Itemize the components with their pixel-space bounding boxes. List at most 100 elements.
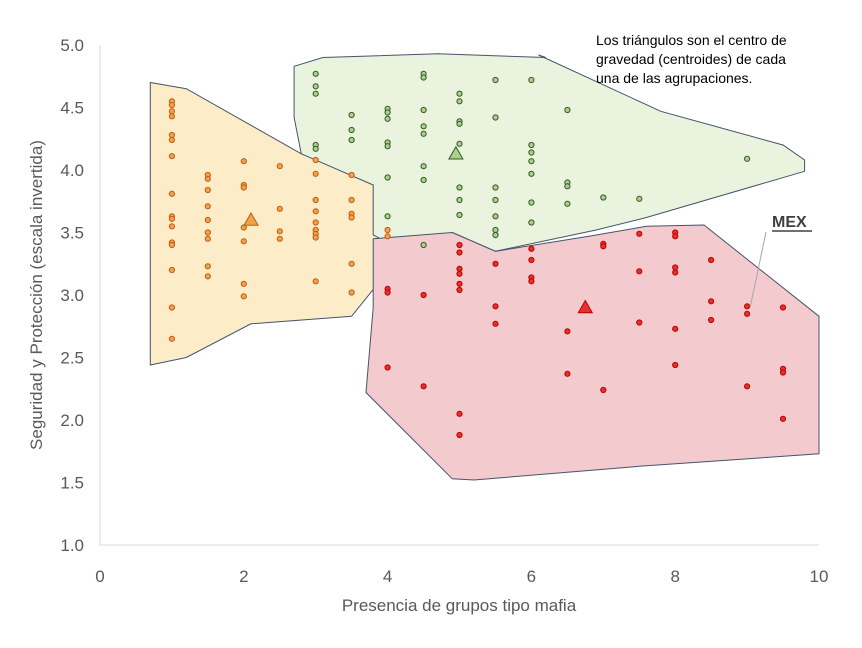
x-tick-label: 8 <box>670 567 679 586</box>
centroid-note: Los triángulos son el centro de gravedad… <box>596 31 836 88</box>
data-points <box>168 70 787 439</box>
data-point <box>348 171 355 179</box>
mex-callout: MEX <box>749 214 812 308</box>
data-point <box>528 219 535 226</box>
data-point <box>420 383 427 390</box>
data-point <box>492 114 499 121</box>
data-point <box>744 303 751 310</box>
data-point <box>168 153 175 160</box>
data-point <box>348 126 355 134</box>
data-point <box>312 234 319 241</box>
y-tick-label: 1.0 <box>60 536 84 555</box>
y-tick-label: 1.5 <box>60 474 84 493</box>
data-point <box>492 213 499 220</box>
data-point <box>456 286 463 294</box>
data-point <box>564 106 571 114</box>
data-point <box>779 369 787 376</box>
data-point <box>204 273 211 280</box>
data-point <box>456 120 463 127</box>
data-point <box>600 243 607 250</box>
data-point <box>168 241 175 249</box>
data-point <box>312 196 319 204</box>
data-point <box>528 158 535 165</box>
data-point <box>636 268 643 275</box>
data-point <box>672 264 679 271</box>
data-point <box>744 155 751 162</box>
data-point <box>456 241 463 249</box>
data-point <box>240 238 247 245</box>
data-point <box>779 304 787 311</box>
centroid-note-line-2: gravedad (centroides) de cada <box>596 51 786 67</box>
y-tick-label: 3.0 <box>60 286 84 305</box>
data-point <box>528 170 535 177</box>
data-point <box>168 136 175 144</box>
data-point <box>168 101 175 109</box>
data-point <box>528 149 535 156</box>
data-point <box>779 415 787 422</box>
data-point <box>528 199 535 206</box>
x-axis-title: Presencia de grupos tipo mafia <box>342 596 577 615</box>
data-point <box>384 289 391 296</box>
data-point <box>384 226 391 234</box>
data-point <box>384 143 391 150</box>
data-point <box>276 228 283 235</box>
data-point <box>456 184 463 191</box>
data-point <box>204 229 211 236</box>
centroids <box>243 145 594 314</box>
data-point <box>348 260 355 267</box>
data-point <box>312 219 319 226</box>
y-tick-label: 4.5 <box>60 99 84 118</box>
centroid-triangle-2 <box>448 145 464 160</box>
data-point <box>312 83 319 90</box>
data-point <box>456 270 463 277</box>
x-tick-label: 4 <box>383 567 392 586</box>
y-tick-label: 5.0 <box>60 36 84 55</box>
y-tick-label: 4.0 <box>60 161 84 180</box>
data-point <box>564 200 571 207</box>
data-point <box>492 303 499 310</box>
data-point <box>240 280 247 287</box>
data-point <box>564 370 571 377</box>
data-point <box>528 256 535 264</box>
data-point <box>492 184 499 191</box>
data-point <box>276 163 283 170</box>
data-point <box>168 335 175 342</box>
data-point <box>204 216 211 224</box>
data-point <box>456 196 463 204</box>
cluster-hulls <box>149 53 820 481</box>
data-point <box>384 109 391 116</box>
data-point <box>456 140 463 147</box>
data-point <box>420 130 427 137</box>
data-point <box>348 111 355 119</box>
data-point <box>744 310 751 317</box>
data-point <box>384 174 391 181</box>
data-point <box>672 269 679 276</box>
data-point <box>456 211 463 219</box>
cluster-hull-3 <box>365 224 820 481</box>
data-point <box>312 170 319 177</box>
data-point <box>456 249 463 256</box>
data-point <box>312 208 319 215</box>
data-point <box>636 195 643 202</box>
data-point <box>636 319 643 326</box>
data-point <box>672 233 679 240</box>
data-point <box>384 115 391 122</box>
data-point <box>420 106 427 114</box>
data-point <box>312 70 319 77</box>
data-point <box>600 194 607 201</box>
data-point <box>348 214 355 221</box>
data-point <box>564 183 571 190</box>
x-tick-label: 2 <box>239 567 248 586</box>
data-point <box>384 213 391 220</box>
data-point <box>492 76 499 84</box>
data-point <box>276 235 283 242</box>
data-point <box>168 215 175 222</box>
data-point <box>420 74 427 81</box>
data-point <box>708 256 715 264</box>
data-point <box>708 316 715 324</box>
data-point <box>312 145 319 152</box>
data-point <box>348 289 355 296</box>
data-point <box>240 293 247 300</box>
centroid-note-line-3: una de las agrupaciones. <box>596 70 753 86</box>
